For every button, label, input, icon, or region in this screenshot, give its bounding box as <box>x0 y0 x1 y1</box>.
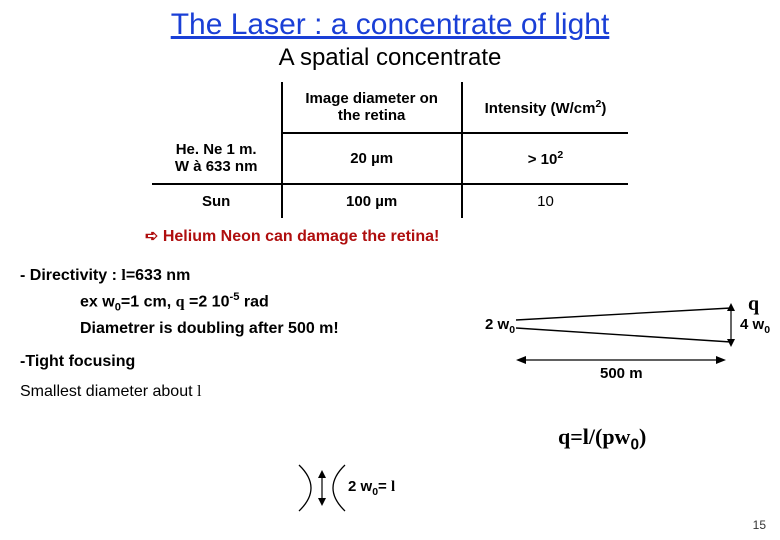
beam-distance-label: 500 m <box>600 365 643 382</box>
beam-2w0-label: 2 w0 <box>485 316 515 336</box>
smallest-diameter-text: Smallest diameter about l <box>20 383 780 401</box>
r1c2: 20 µm <box>282 133 462 184</box>
r1c3: > 102 <box>462 133 629 184</box>
r1c1: He. Ne 1 m. W à 633 nm <box>152 133 282 184</box>
r2c3: 10 <box>462 184 629 218</box>
theta-formula: q=l/(pw0) <box>558 424 646 454</box>
note-text: Helium Neon can damage the retina! <box>158 228 439 245</box>
beam-4w0-label: 4 w0 <box>740 316 770 336</box>
focus-label: 2 w0= l <box>348 478 395 498</box>
hdr-c2: Image diameter on the retina <box>282 82 462 133</box>
comparison-table: Image diameter on the retina Intensity (… <box>152 82 629 218</box>
directivity-line1: - Directivity : l=633 nm <box>20 264 780 289</box>
table-header-row: Image diameter on the retina Intensity (… <box>152 82 629 133</box>
r2c2: 100 µm <box>282 184 462 218</box>
page-number: 15 <box>753 518 766 532</box>
hdr-c3: Intensity (W/cm2) <box>462 82 629 133</box>
retina-warning: ➪ Helium Neon can damage the retina! <box>145 226 780 246</box>
page-title: The Laser : a concentrate of light <box>0 0 780 42</box>
hdr-c1 <box>152 82 282 133</box>
r2c1: Sun <box>152 184 282 218</box>
table-row: Sun 100 µm 10 <box>152 184 629 218</box>
table-row: He. Ne 1 m. W à 633 nm 20 µm > 102 <box>152 133 629 184</box>
arrow-icon: ➪ <box>145 228 158 245</box>
theta-symbol: q <box>748 293 759 316</box>
subtitle: A spatial concentrate <box>0 44 780 72</box>
